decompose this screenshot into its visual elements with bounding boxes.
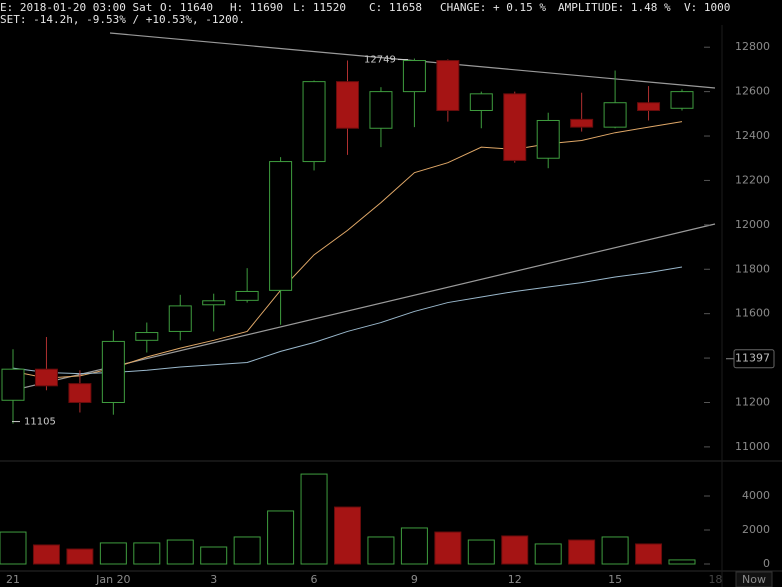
header-item: L: 11520 xyxy=(293,1,346,14)
volume-bar xyxy=(166,539,194,565)
candle-body xyxy=(68,383,92,403)
header-item: V: 1000 xyxy=(684,1,730,14)
volume-bar xyxy=(267,510,295,565)
last-price-label: 11397 xyxy=(735,352,770,365)
candle-body xyxy=(570,118,594,128)
volume-bar xyxy=(400,527,428,565)
volume-bar xyxy=(99,542,127,565)
now-box xyxy=(735,571,773,587)
candle-body xyxy=(34,368,58,387)
header-item: CHANGE: + 0.15 % xyxy=(440,1,546,14)
low-annotation: 11105 xyxy=(24,417,56,428)
candle-body xyxy=(1,368,25,401)
candle-body xyxy=(302,81,326,163)
candle-body xyxy=(402,60,426,93)
volume-tick-label: 2000 xyxy=(742,523,770,536)
candle-body xyxy=(603,102,627,128)
header-line2: SET: -14.2h, -9.53% / +10.53%, -1200. xyxy=(0,13,245,26)
now-label: Now xyxy=(742,573,766,586)
last-price-box xyxy=(733,349,775,369)
volume-bar xyxy=(568,539,596,565)
candle-body xyxy=(269,161,293,291)
volume-bar xyxy=(635,543,663,565)
header-item: C: 11658 xyxy=(369,1,422,14)
x-tick-label: 6 xyxy=(311,573,318,586)
header-item: E: 2018-01-20 03:00 Sat xyxy=(0,1,152,14)
candle-body xyxy=(469,93,493,111)
candle-body xyxy=(436,60,460,111)
x-tick-label: 18 xyxy=(708,573,722,586)
y-tick-label: 12800 xyxy=(735,40,770,53)
volume-bar xyxy=(133,542,161,565)
y-tick-label: 11800 xyxy=(735,262,770,275)
header-item: O: 11640 xyxy=(160,1,213,14)
volume-bar xyxy=(501,535,529,565)
candle-body xyxy=(369,91,393,129)
y-tick-label: 12600 xyxy=(735,85,770,98)
volume-bar xyxy=(233,536,261,565)
x-tick-label: Jan 20 xyxy=(95,573,130,586)
x-tick-label: 12 xyxy=(508,573,522,586)
y-tick-label: 11600 xyxy=(735,307,770,320)
volume-bar xyxy=(32,544,60,565)
y-tick-label: 12200 xyxy=(735,173,770,186)
candle-body xyxy=(670,91,694,109)
x-tick-label: 9 xyxy=(411,573,418,586)
header-item: H: 11690 xyxy=(230,1,283,14)
volume-bar xyxy=(668,559,696,565)
candle-body xyxy=(202,300,226,306)
candle-body xyxy=(135,332,159,341)
volume-bar xyxy=(300,473,328,565)
volume-bar xyxy=(367,536,395,565)
volume-bar xyxy=(601,536,629,565)
x-tick-label: 21 xyxy=(6,573,20,586)
y-tick-label: 12400 xyxy=(735,129,770,142)
volume-bar xyxy=(534,543,562,565)
y-tick-label: 11200 xyxy=(735,395,770,408)
header-item: AMPLITUDE: 1.48 % xyxy=(558,1,671,14)
volume-tick-label: 4000 xyxy=(742,489,770,502)
volume-tick-label: 0 xyxy=(763,557,770,570)
candle-body xyxy=(235,290,259,301)
high-annotation: 12749 xyxy=(364,55,396,66)
volume-bar xyxy=(434,531,462,565)
candle-body xyxy=(637,102,661,111)
volume-bar xyxy=(66,548,94,565)
y-tick-label: 11000 xyxy=(735,440,770,453)
y-tick-label: 12000 xyxy=(735,218,770,231)
volume-bar xyxy=(0,531,27,565)
x-tick-label: 15 xyxy=(608,573,622,586)
candle-body xyxy=(101,340,125,403)
volume-bar xyxy=(334,506,361,565)
volume-bar xyxy=(200,546,228,565)
candle-body xyxy=(168,305,192,332)
candle-body xyxy=(503,93,527,161)
x-tick-label: 3 xyxy=(210,573,217,586)
candle-body xyxy=(336,81,359,129)
volume-bar xyxy=(467,539,495,565)
candle-body xyxy=(536,119,560,159)
